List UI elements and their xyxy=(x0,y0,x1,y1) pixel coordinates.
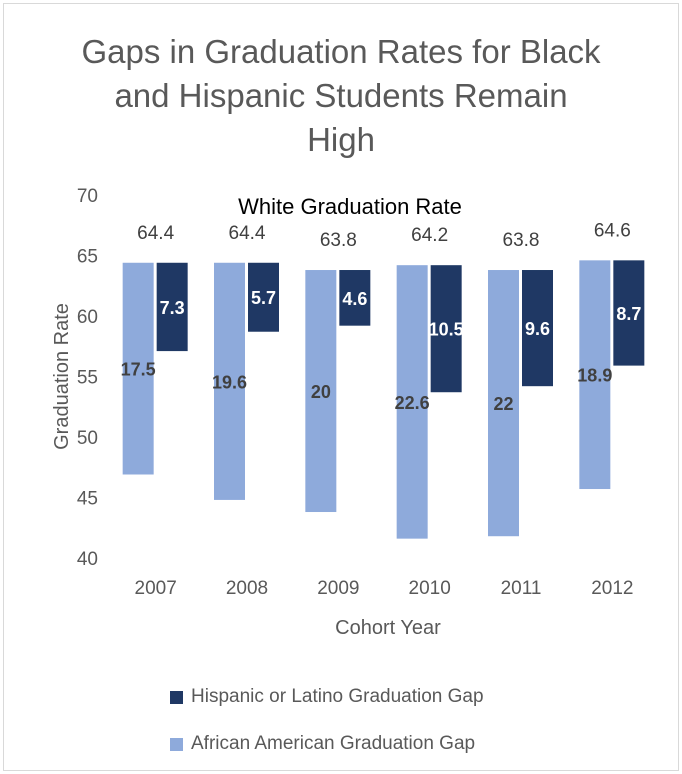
x-tick-label: 2012 xyxy=(591,578,633,599)
white-rate-label: 64.2 xyxy=(411,225,448,246)
x-tick-label: 2009 xyxy=(317,578,359,599)
y-tick-label: 70 xyxy=(77,186,98,207)
x-tick-label: 2008 xyxy=(226,578,268,599)
x-tick-label: 2011 xyxy=(501,578,542,599)
x-tick-label: 2007 xyxy=(135,578,177,599)
chart-title: Gaps in Graduation Rates for Black and H… xyxy=(0,30,682,162)
data-label-african-american: 22 xyxy=(493,394,513,414)
bar-hispanic xyxy=(248,262,279,332)
y-tick-label: 50 xyxy=(77,428,98,449)
white-rate-label: 63.8 xyxy=(320,230,357,251)
data-label-hispanic: 8.7 xyxy=(616,304,641,324)
data-label-african-american: 17.5 xyxy=(121,360,156,380)
bar-hispanic xyxy=(522,270,553,387)
data-label-african-american: 19.6 xyxy=(212,372,247,392)
white-rate-label: 64.4 xyxy=(229,223,266,244)
bar-african-american xyxy=(396,265,428,539)
y-tick-label: 55 xyxy=(77,368,98,389)
bar-hispanic xyxy=(156,262,188,352)
chart-frame xyxy=(3,3,679,771)
data-label-african-american: 22.6 xyxy=(395,393,430,413)
y-tick-label: 65 xyxy=(77,247,98,268)
legend-label-african-american: African American Graduation Gap xyxy=(191,733,476,754)
legend-label-hispanic: Hispanic or Latino Graduation Gap xyxy=(191,686,484,707)
legend-swatch-hispanic xyxy=(170,690,183,704)
x-tick-label: 2010 xyxy=(409,578,451,599)
data-label-hispanic: 7.3 xyxy=(160,298,185,318)
bar-african-american xyxy=(214,262,245,500)
data-label-hispanic: 9.6 xyxy=(525,319,550,339)
legend-item-african-american: African American Graduation Gap xyxy=(170,733,590,755)
data-label-hispanic: 4.6 xyxy=(342,289,367,309)
data-label-hispanic: 5.7 xyxy=(251,288,276,308)
white-rate-label: 63.8 xyxy=(503,230,540,251)
y-tick-label: 45 xyxy=(77,489,98,510)
bar-african-american xyxy=(579,260,611,490)
title-line-2: and Hispanic Students Remain xyxy=(114,77,568,114)
bar-african-american xyxy=(122,262,154,475)
x-axis-label: Cohort Year xyxy=(335,617,441,639)
y-tick-label: 40 xyxy=(77,549,98,570)
bar-african-american xyxy=(305,270,337,513)
y-axis-label: Graduation Rate xyxy=(51,303,73,450)
data-label-hispanic: 10.5 xyxy=(429,320,464,340)
white-rate-annotation: White Graduation Rate xyxy=(238,194,462,219)
data-label-african-american: 18.9 xyxy=(577,366,612,386)
white-rate-label: 64.4 xyxy=(137,223,174,244)
bar-african-american xyxy=(488,270,519,537)
white-rate-label: 64.6 xyxy=(594,220,631,241)
y-tick-label: 60 xyxy=(77,307,98,328)
bar-hispanic xyxy=(339,270,371,326)
data-label-african-american: 20 xyxy=(311,382,331,402)
title-line-1: Gaps in Graduation Rates for Black xyxy=(81,33,601,70)
legend-item-hispanic: Hispanic or Latino Graduation Gap xyxy=(170,686,590,708)
bar-hispanic xyxy=(613,260,645,366)
title-line-3: High xyxy=(307,121,375,158)
bar-hispanic xyxy=(430,265,462,393)
legend-swatch-african-american xyxy=(170,737,183,751)
